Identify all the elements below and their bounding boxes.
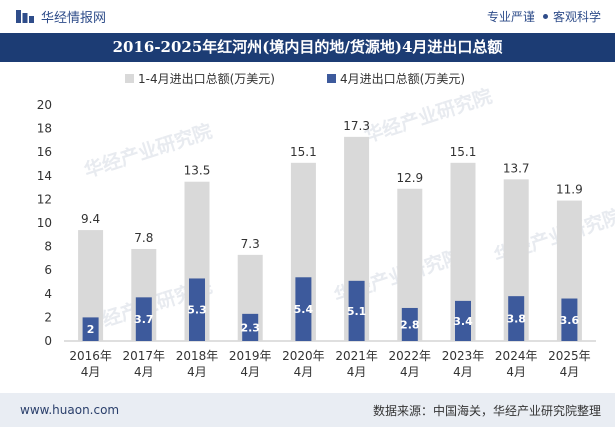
x-tick-label-line: 4月	[453, 365, 473, 379]
bar-april	[508, 296, 525, 341]
x-tick-label-line: 4月	[294, 365, 314, 379]
legend-label-total: 1-4月进出口总额(万美元)	[138, 72, 275, 86]
logo-icon	[16, 10, 34, 23]
x-tick-label: 2019年 4月	[229, 349, 272, 379]
data-label-total: 11.9	[556, 183, 583, 197]
data-label-april: 2	[87, 323, 95, 336]
x-tick-label-line: 2020年	[282, 349, 325, 363]
data-label-total: 13.7	[503, 161, 530, 175]
x-tick-label: 2020年 4月	[282, 349, 325, 379]
x-tick-label-line: 2025年	[548, 349, 591, 363]
y-tick-label: 18	[37, 122, 52, 136]
bar-april	[561, 298, 578, 341]
x-tick-label: 2018年 4月	[176, 349, 219, 379]
bar-april	[401, 307, 418, 341]
bar-chart: 华经产业研究院华经产业研究院华经产业研究院华经产业研究院华经产业研究院1-4月进…	[37, 72, 615, 379]
bar-april	[82, 317, 99, 341]
x-tick-label-line: 2021年	[335, 349, 378, 363]
data-label-total: 7.3	[241, 237, 260, 251]
bar-april	[295, 277, 312, 341]
x-tick-label: 2024年 4月	[495, 349, 538, 379]
data-label-total: 7.8	[134, 231, 153, 245]
y-tick-label: 0	[44, 334, 52, 348]
tagline-right: 客观科学	[552, 10, 601, 24]
data-label-april: 5.3	[187, 304, 207, 317]
x-tick-label-line: 4月	[240, 365, 260, 379]
y-tick-label: 6	[44, 263, 52, 277]
bar-april	[455, 300, 471, 341]
x-tick-label-line: 2019年	[229, 349, 272, 363]
data-label-total: 15.1	[290, 145, 317, 159]
footer-source: 数据来源：中国海关，华经产业研究院整理	[372, 403, 601, 418]
footer: www.huaon.com 数据来源：中国海关，华经产业研究院整理	[0, 393, 615, 427]
legend-swatch-total	[125, 74, 134, 83]
data-label-april: 5.1	[347, 305, 367, 318]
x-tick-label: 2023年 4月	[442, 349, 485, 379]
tagline-left: 专业严谨	[486, 10, 535, 24]
legend-swatch-april	[327, 74, 336, 83]
data-label-total: 9.4	[81, 212, 100, 226]
y-tick-label: 14	[37, 169, 52, 183]
brand: 华经情报网	[16, 7, 106, 26]
y-tick-label: 8	[44, 240, 52, 254]
data-label-april: 2.3	[240, 321, 260, 334]
data-label-april: 3.4	[453, 315, 473, 328]
x-tick-label: 2016年 4月	[69, 349, 112, 379]
bar-april	[348, 280, 365, 341]
x-tick-label-line: 2024年	[495, 349, 538, 363]
y-tick-label: 10	[37, 216, 52, 230]
data-label-april: 5.4	[294, 303, 314, 316]
footer-url[interactable]: www.huaon.com	[20, 403, 120, 417]
x-tick-label-line: 2018年	[176, 349, 219, 363]
top-bar: 华经情报网 专业严谨 客观科学	[0, 0, 615, 33]
x-tick-label-line: 4月	[134, 365, 154, 379]
x-tick-label-line: 4月	[347, 365, 367, 379]
data-label-april: 3.6	[560, 314, 580, 327]
brand-name: 华经情报网	[41, 11, 107, 26]
x-tick-label-line: 4月	[81, 365, 101, 379]
y-tick-label: 4	[44, 287, 52, 301]
x-tick-label-line: 4月	[187, 365, 207, 379]
watermark-text-1: 华经产业研究院	[361, 84, 495, 147]
chart-title: 2016-2025年红河州(境内目的地/货源地)4月进出口总额	[0, 33, 615, 62]
x-tick-label: 2025年 4月	[548, 349, 591, 379]
x-tick-label-line: 2017年	[123, 349, 166, 363]
y-tick-label: 12	[37, 192, 52, 206]
bullet-icon	[542, 14, 548, 19]
bar-april	[189, 278, 205, 341]
x-tick-label-line: 2022年	[389, 349, 432, 363]
x-tick-label-line: 4月	[560, 365, 580, 379]
tagline: 专业严谨 客观科学	[487, 8, 601, 25]
x-tick-label-line: 4月	[506, 365, 526, 379]
data-label-total: 15.1	[450, 145, 477, 159]
data-label-total: 13.5	[184, 164, 211, 178]
y-tick-label: 16	[37, 145, 52, 159]
data-label-april: 3.8	[506, 313, 526, 326]
data-label-total: 17.3	[343, 119, 370, 133]
x-tick-label: 2017年 4月	[123, 349, 166, 379]
x-tick-label: 2021年 4月	[335, 349, 378, 379]
data-label-april: 3.7	[134, 313, 154, 326]
legend-label-april: 4月进出口总额(万美元)	[340, 72, 465, 86]
x-tick-label-line: 4月	[400, 365, 420, 379]
data-label-april: 2.8	[400, 318, 420, 331]
data-label-total: 12.9	[396, 171, 423, 185]
bar-april	[242, 313, 259, 341]
bar-april	[135, 297, 152, 341]
x-tick-label: 2022年 4月	[389, 349, 432, 379]
x-tick-label-line: 2016年	[69, 349, 112, 363]
y-tick-label: 20	[37, 98, 52, 112]
x-tick-label-line: 2023年	[442, 349, 485, 363]
y-tick-label: 2	[44, 310, 52, 324]
